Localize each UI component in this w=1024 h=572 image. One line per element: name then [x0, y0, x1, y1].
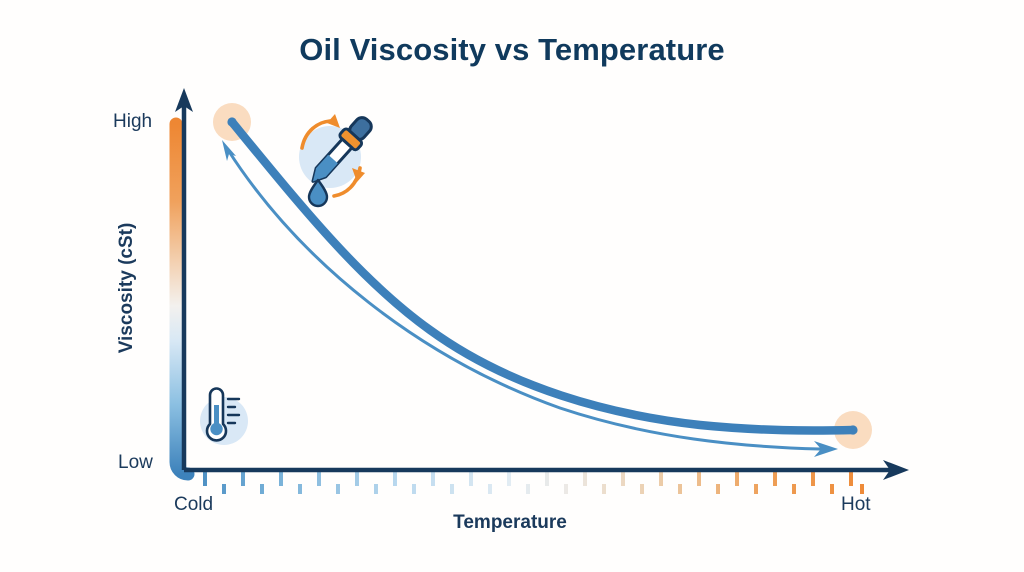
x-axis-ticks — [203, 472, 864, 494]
axis-lines — [181, 104, 893, 473]
y-axis-low-label: Low — [118, 452, 153, 473]
dropper-icon — [299, 114, 373, 208]
curve-start-dot — [227, 117, 237, 127]
curve-end-dot — [848, 425, 858, 435]
x-axis-title: Temperature — [453, 512, 567, 533]
x-axis-arrowhead — [883, 460, 909, 480]
page-title: Oil Viscosity vs Temperature — [299, 32, 725, 67]
y-axis-title: Viscosity (cSt) — [116, 222, 137, 354]
y-axis-high-label: High — [113, 111, 153, 132]
x-axis-hot-label: Hot — [841, 494, 871, 515]
y-axis-arrowhead — [175, 88, 193, 112]
trend-arrow-head-left — [222, 140, 236, 161]
trend-arrow — [226, 148, 822, 451]
thermometer-icon — [200, 387, 248, 445]
viscosity-curve — [227, 117, 858, 435]
x-axis-cold-label: Cold — [174, 494, 214, 515]
trend-arrow-head-right — [814, 441, 838, 457]
